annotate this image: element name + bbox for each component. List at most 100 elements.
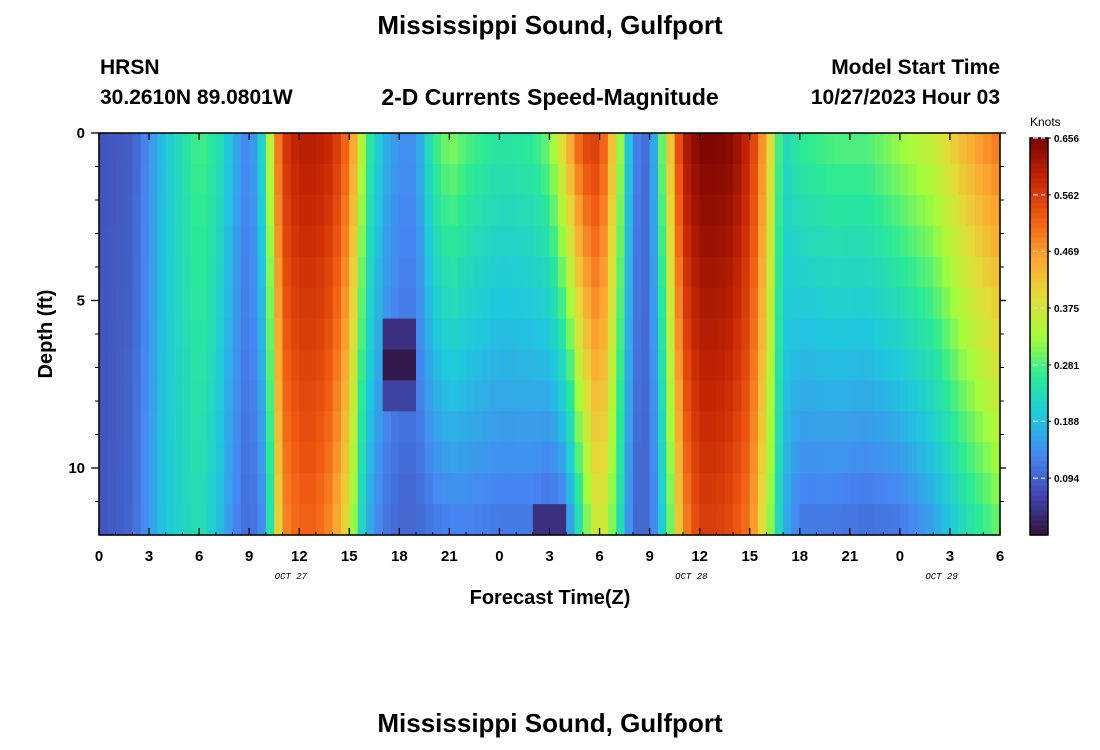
heatmap-cell	[299, 411, 309, 443]
heatmap-cell	[149, 380, 158, 412]
heatmap-cell	[174, 504, 184, 536]
heatmap-cell	[766, 256, 776, 289]
heatmap-cell	[733, 442, 742, 474]
heatmap-cell	[324, 225, 334, 258]
heatmap-cell	[866, 473, 876, 505]
heatmap-cell	[949, 163, 959, 196]
heatmap-cell	[966, 133, 976, 165]
heatmap-cell	[224, 163, 234, 196]
heatmap-cell	[324, 287, 334, 320]
heatmap-cell	[215, 442, 225, 474]
heatmap-cell	[708, 442, 717, 474]
heatmap-cell	[232, 349, 242, 381]
heatmap-cell	[991, 194, 1001, 227]
heatmap-cell	[482, 194, 492, 227]
heatmap-cell	[774, 133, 784, 165]
heatmap-cell	[149, 133, 158, 165]
heatmap-cell	[115, 163, 125, 196]
heatmap-cell	[816, 256, 826, 289]
heatmap-cell	[549, 442, 559, 474]
heatmap-cell	[574, 473, 584, 505]
heatmap-cell	[140, 504, 150, 536]
heatmap-cell	[966, 318, 976, 351]
heatmap-cell	[315, 225, 325, 258]
heatmap-cell	[699, 411, 709, 443]
heatmap-cell	[849, 411, 859, 443]
colorbar-segment	[1030, 341, 1048, 348]
heatmap-cell	[899, 318, 909, 351]
heatmap-cell	[124, 225, 133, 258]
heatmap-cell	[140, 163, 150, 196]
heatmap-cell	[365, 256, 375, 289]
heatmap-cell	[232, 163, 242, 196]
heatmap-cell	[274, 163, 284, 196]
heatmap-cell	[190, 163, 200, 196]
heatmap-cell	[733, 225, 742, 258]
heatmap-cell	[657, 504, 667, 536]
heatmap-cell	[407, 225, 417, 258]
heatmap-cell	[766, 504, 776, 536]
heatmap-cell	[140, 133, 150, 165]
heatmap-cell	[99, 318, 108, 351]
heatmap-cell	[749, 163, 759, 196]
heatmap-cell	[449, 225, 459, 258]
heatmap-cell	[733, 380, 742, 412]
heatmap-cell	[115, 504, 125, 536]
heatmap-cell	[557, 349, 567, 381]
heatmap-cell	[382, 287, 392, 320]
heatmap-cell	[215, 380, 225, 412]
heatmap-cell	[132, 411, 142, 443]
heatmap-cell	[240, 380, 250, 412]
heatmap-cell	[916, 380, 926, 412]
heatmap-cell	[365, 380, 375, 412]
heatmap-cell	[708, 380, 717, 412]
heatmap-cell	[174, 442, 184, 474]
heatmap-cell	[849, 380, 859, 412]
heatmap-cell	[207, 133, 217, 165]
heatmap-cell	[824, 256, 834, 289]
heatmap-cell	[390, 225, 400, 258]
heatmap-cell	[666, 411, 676, 443]
date-label: OCT 27	[275, 572, 308, 582]
heatmap-cell	[874, 504, 884, 536]
heatmap-cell	[549, 380, 559, 412]
heatmap-cell	[666, 225, 676, 258]
heatmap-cell	[491, 225, 501, 258]
heatmap-cell	[641, 380, 651, 412]
heatmap-cell	[249, 380, 259, 412]
heatmap-cell	[240, 287, 250, 320]
heatmap-cell	[207, 411, 217, 443]
heatmap-cell	[657, 442, 667, 474]
heatmap-cell	[215, 504, 225, 536]
heatmap-cell	[933, 163, 943, 196]
heatmap-cell	[149, 473, 158, 505]
heatmap-cell	[315, 194, 325, 227]
heatmap-cell	[482, 380, 492, 412]
colorbar-segment	[1030, 202, 1048, 209]
heatmap-cell	[616, 287, 626, 320]
heatmap-cell	[374, 225, 384, 258]
heatmap-cell	[282, 163, 292, 196]
colorbar-segment	[1030, 455, 1048, 462]
heatmap-cell	[833, 442, 843, 474]
x-tick-label: 18	[391, 548, 408, 565]
heatmap-cell	[299, 349, 309, 381]
colorbar-segment	[1030, 162, 1048, 169]
heatmap-cell	[491, 256, 501, 289]
heatmap-cell	[699, 225, 709, 258]
heatmap-cell	[749, 473, 759, 505]
colorbar-segment	[1030, 321, 1048, 328]
heatmap-cell	[374, 411, 384, 443]
heatmap-cell	[691, 442, 701, 474]
heatmap-cell	[933, 442, 943, 474]
heatmap-cell	[599, 349, 609, 381]
heatmap-cell	[733, 349, 742, 381]
heatmap-cell	[591, 163, 601, 196]
heatmap-cell	[908, 225, 918, 258]
heatmap-cell	[607, 256, 617, 289]
heatmap-cell	[524, 473, 534, 505]
heatmap-cell	[416, 225, 425, 258]
heatmap-cell	[524, 194, 534, 227]
heatmap-cell	[257, 411, 267, 443]
heatmap-cell	[849, 349, 859, 381]
